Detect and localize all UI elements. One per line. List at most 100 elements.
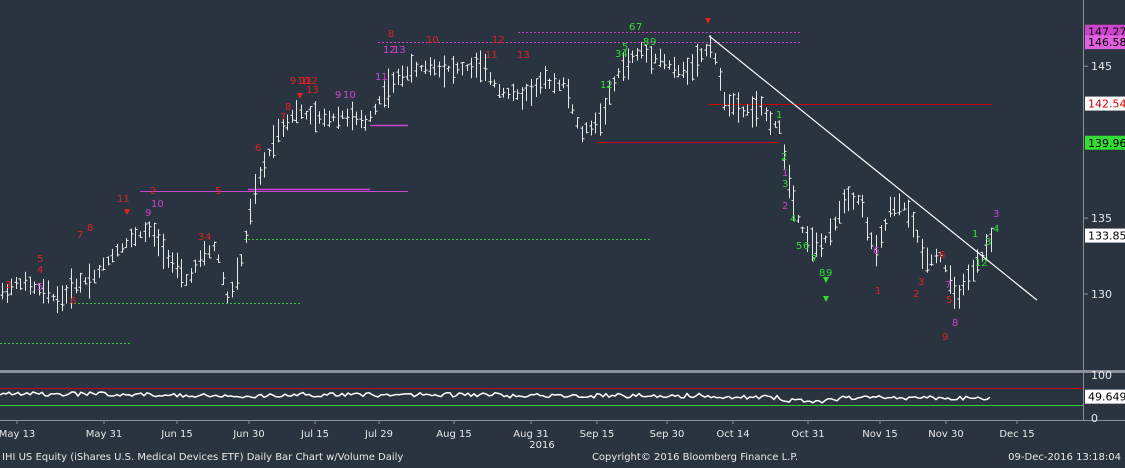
- price-bar: [437, 61, 442, 78]
- sequential-count-label: 12: [383, 45, 396, 56]
- signal-arrow-icon: [297, 93, 303, 99]
- price-bar: [304, 110, 309, 120]
- price-bar: [658, 48, 663, 68]
- price-bar: [69, 268, 74, 309]
- price-bar: [423, 60, 428, 75]
- price-bar: [74, 278, 79, 294]
- price-bar: [212, 241, 217, 252]
- price-bar: [0, 282, 5, 300]
- price-bar: [451, 55, 456, 84]
- last-price-tag: 146.584: [1085, 35, 1125, 50]
- price-bar: [842, 189, 847, 214]
- price-bar: [363, 115, 368, 131]
- price-bar: [354, 111, 359, 126]
- tag-background: [1085, 135, 1125, 150]
- price-bar: [630, 50, 635, 63]
- price-bar: [129, 228, 134, 248]
- price-bar: [216, 254, 221, 263]
- tag-background: [1085, 35, 1125, 50]
- price-bar: [580, 126, 585, 143]
- price-bar: [764, 107, 769, 122]
- sequential-count-label: 8: [285, 102, 291, 113]
- price-bar: [331, 113, 336, 122]
- price-bar: [28, 276, 33, 295]
- last-price-tag: 142.54: [1085, 96, 1125, 111]
- signal-arrow-icon: [124, 209, 130, 215]
- price-bar: [796, 214, 801, 223]
- date-tick-label: Aug 15: [436, 429, 471, 440]
- price-bar: [800, 226, 805, 233]
- sequential-count-label: 1: [776, 110, 782, 121]
- price-bar: [920, 238, 925, 269]
- price-bar: [975, 249, 980, 273]
- price-bar: [777, 120, 782, 134]
- tag-label: 139.96: [1088, 137, 1125, 150]
- price-bar: [101, 257, 106, 271]
- price-tick-label: 130: [1091, 288, 1112, 301]
- price-bar: [382, 80, 387, 108]
- price-bar: [106, 256, 111, 266]
- sequential-count-label: 10: [297, 76, 310, 87]
- price-bar: [897, 193, 902, 216]
- price-bar: [883, 218, 888, 231]
- price-bar: [340, 110, 345, 119]
- date-tick-label: Jul 15: [300, 429, 329, 440]
- price-bar: [607, 80, 612, 105]
- price-bar: [552, 73, 557, 94]
- price-bar: [359, 110, 364, 129]
- price-bar: [515, 89, 520, 100]
- price-bar: [179, 259, 184, 288]
- price-bar: [639, 41, 644, 59]
- tag-background: [1085, 389, 1125, 404]
- price-bar: [97, 264, 102, 278]
- sequential-count-label: 5: [37, 254, 43, 265]
- price-bar: [589, 120, 594, 136]
- tag-label: 49.649: [1088, 391, 1125, 404]
- footer-timestamp: 09-Dec-2016 13:18:04: [1008, 452, 1121, 463]
- price-bar: [23, 271, 28, 291]
- price-bar: [455, 62, 460, 74]
- price-bar: [377, 96, 382, 105]
- sequential-count-label: 2: [913, 289, 919, 300]
- price-bar: [943, 265, 948, 273]
- sequential-count-label: 8: [819, 268, 825, 279]
- price-bar: [704, 43, 709, 57]
- date-tick-label: Jun 30: [232, 429, 265, 440]
- sequential-count-label: 3: [198, 232, 204, 243]
- sequential-count-label: 4: [790, 214, 796, 225]
- price-bar: [529, 78, 534, 106]
- price-bar: [64, 285, 69, 304]
- price-bar: [621, 51, 626, 81]
- price-bar: [239, 254, 244, 267]
- price-bar: [465, 64, 470, 71]
- indicator-value-tag: 49.649: [1085, 389, 1125, 404]
- sequential-count-label: 5: [622, 42, 628, 53]
- price-bar: [432, 59, 437, 76]
- sequential-count-label: 3: [5, 280, 11, 291]
- price-bar: [267, 148, 272, 157]
- sequential-count-label: 9: [290, 76, 296, 87]
- sequential-count-label: 10: [426, 35, 439, 46]
- price-bar: [400, 65, 405, 87]
- sequential-count-label: 8: [388, 29, 394, 40]
- price-bar: [175, 252, 180, 279]
- sequential-count-label: 34: [615, 49, 628, 60]
- price-bar: [570, 104, 575, 114]
- price-bar: [5, 283, 10, 303]
- sequential-count-label: 10: [343, 90, 356, 101]
- price-bar: [603, 97, 608, 125]
- price-bar: [731, 93, 736, 116]
- price-bar: [51, 293, 56, 302]
- sequential-count-label: 8: [643, 37, 649, 48]
- price-bar: [649, 46, 654, 74]
- price-bar: [561, 77, 566, 89]
- price-bar: [396, 68, 401, 85]
- price-bar: [934, 248, 939, 264]
- price-bar: [32, 281, 37, 294]
- price-bar: [138, 231, 143, 239]
- price-bar: [584, 122, 589, 134]
- price-bar: [690, 54, 695, 81]
- price-bar: [299, 104, 304, 120]
- price-bar: [814, 232, 819, 257]
- price-bar: [230, 281, 235, 298]
